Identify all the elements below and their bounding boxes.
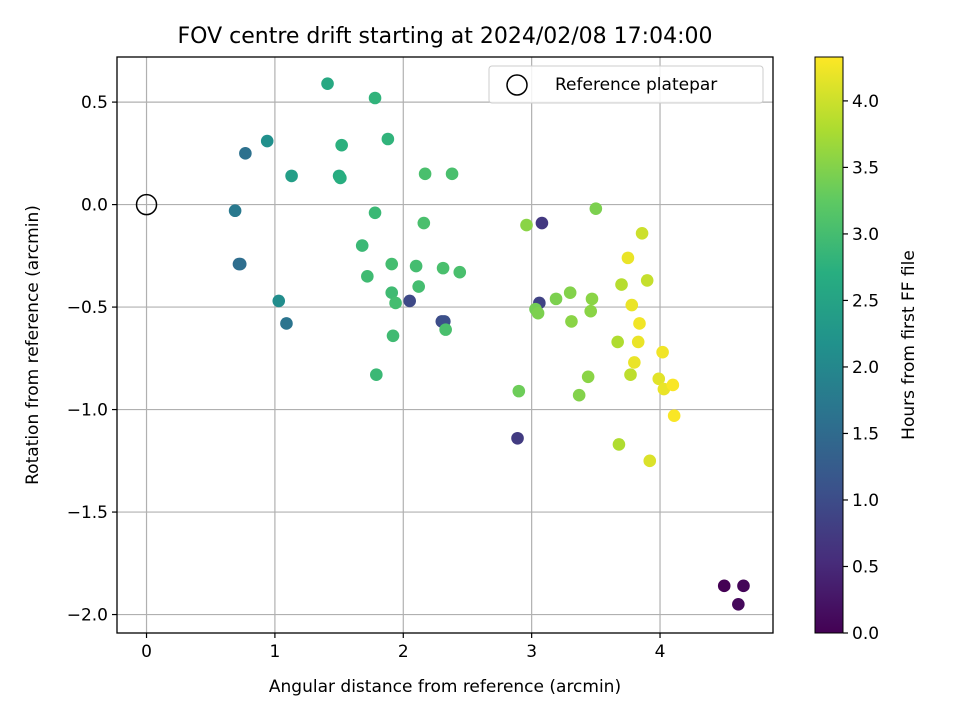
data-point — [260, 134, 274, 148]
data-point — [572, 388, 586, 402]
data-point — [589, 202, 603, 215]
legend-box — [488, 65, 764, 104]
data-point — [717, 579, 731, 593]
legend: Reference platepar — [488, 65, 764, 104]
data-point — [368, 206, 382, 220]
data-point — [612, 438, 626, 451]
data-point — [520, 218, 533, 232]
data-point — [667, 409, 681, 423]
data-point — [233, 257, 247, 271]
data-point — [417, 216, 431, 230]
y-tick-label: −1.5 — [67, 503, 108, 523]
reference-marker-group — [135, 193, 158, 216]
data-point — [445, 167, 459, 181]
data-point — [640, 274, 654, 287]
data-point — [285, 169, 298, 183]
x-tick-label: 3 — [526, 642, 537, 662]
legend-label: Reference platepar — [555, 75, 717, 95]
colorbar-tick-label: 0.0 — [852, 624, 879, 644]
data-point — [355, 239, 369, 252]
colorbar — [814, 56, 844, 634]
data-point — [611, 335, 624, 349]
data-point — [436, 261, 450, 275]
data-point — [239, 147, 252, 160]
data-point — [625, 298, 639, 312]
data-point — [321, 77, 334, 90]
data-point — [228, 204, 242, 218]
data-point — [624, 368, 637, 382]
data-point — [563, 286, 577, 300]
colorbar-tick-label: 1.5 — [852, 424, 879, 444]
data-point — [737, 579, 750, 593]
plot-frame — [116, 56, 774, 634]
colorbar-tick-label: 3.0 — [852, 225, 879, 245]
data-point — [370, 368, 383, 382]
data-point — [389, 296, 402, 310]
colorbar-tick-label: 2.0 — [852, 358, 879, 378]
data-point — [666, 378, 680, 392]
chart-title: FOV centre drift starting at 2024/02/08 … — [178, 24, 713, 49]
data-point — [633, 317, 646, 330]
grid-lines — [117, 57, 773, 633]
colorbar-tick-label: 0.5 — [852, 557, 879, 577]
x-tick-label: 1 — [269, 642, 280, 662]
data-point — [732, 598, 745, 611]
x-tick-label: 0 — [141, 642, 152, 662]
y-tick-label: 0.0 — [81, 196, 108, 216]
colorbar-tick-label: 1.0 — [852, 491, 879, 511]
data-point — [643, 454, 657, 468]
colorbar-tick-label: 2.5 — [852, 291, 879, 311]
data-point — [439, 323, 452, 336]
data-point — [615, 278, 628, 291]
colorbar-ticks: 0.0 0.5 1.0 1.5 2.0 2.5 3.0 3.5 4.0 — [843, 92, 879, 644]
data-point — [511, 431, 524, 445]
data-point — [512, 384, 526, 398]
data-point — [334, 171, 347, 185]
colorbar-tick-label: 4.0 — [852, 92, 879, 112]
data-point — [368, 91, 382, 105]
x-axis-label: Angular distance from reference (arcmin) — [269, 677, 621, 697]
data-point — [403, 294, 416, 308]
data-point — [280, 317, 293, 330]
y-tick-label: −0.5 — [67, 298, 108, 318]
y-tick-label: −1.0 — [67, 401, 108, 421]
data-point — [385, 286, 399, 300]
data-point — [335, 138, 348, 152]
data-point — [453, 265, 467, 279]
x-tick-label: 2 — [398, 642, 409, 662]
data-point — [531, 306, 545, 320]
data-point — [581, 370, 595, 384]
colorbar-tick-label: 3.5 — [852, 158, 879, 178]
data-point — [272, 294, 286, 308]
data-points — [228, 77, 750, 611]
y-axis-ticks: 0.5 0.0 −0.5 −1.0 −1.5 −2.0 — [67, 93, 117, 626]
data-point — [584, 304, 598, 318]
data-point — [386, 329, 400, 343]
data-point — [412, 280, 425, 293]
data-point — [621, 251, 635, 265]
data-point — [361, 270, 374, 283]
y-tick-label: 0.5 — [81, 93, 108, 113]
data-point — [628, 356, 641, 369]
data-point — [652, 372, 666, 386]
y-axis-label: Rotation from reference (arcmin) — [23, 205, 43, 485]
data-point — [656, 345, 669, 359]
data-point — [381, 132, 395, 146]
data-point — [565, 315, 578, 328]
data-point — [635, 226, 649, 240]
data-point — [385, 257, 399, 271]
y-tick-label: −2.0 — [67, 606, 108, 626]
data-point — [409, 259, 423, 273]
data-point — [549, 292, 563, 306]
data-point — [585, 292, 599, 306]
reference-marker — [135, 193, 158, 216]
data-point — [418, 167, 432, 181]
x-axis-ticks: 0 1 2 3 4 — [141, 633, 665, 662]
x-tick-label: 4 — [655, 642, 666, 662]
legend-marker-icon — [506, 74, 528, 96]
data-point — [631, 335, 645, 349]
colorbar-label: Hours from first FF file — [899, 250, 919, 440]
data-point — [535, 216, 549, 230]
